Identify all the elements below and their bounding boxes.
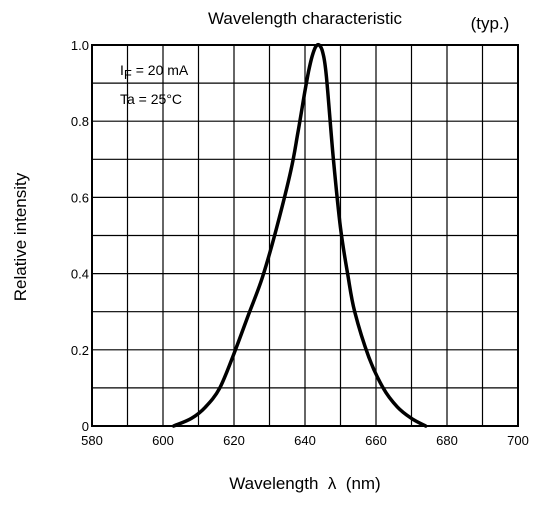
plot-frame <box>91 44 519 427</box>
chart-subtitle: (typ.) <box>471 14 510 33</box>
x-tick-label: 700 <box>507 433 529 448</box>
x-tick-label: 580 <box>81 433 103 448</box>
x-tick-label: 660 <box>365 433 387 448</box>
grid-lines <box>92 45 518 426</box>
y-tick-label: 0.6 <box>71 190 89 205</box>
x-tick-label: 680 <box>436 433 458 448</box>
y-tick-label: 0.2 <box>71 343 89 358</box>
if-value: = 20 mA <box>132 62 189 78</box>
intensity-curve <box>171 42 428 428</box>
tick-labels: 580 600 620 640 660 680 700 0 0.2 0.4 0.6 0.8 1.0 <box>71 38 529 448</box>
y-tick-label: 0.4 <box>71 267 89 282</box>
x-tick-label: 640 <box>294 433 316 448</box>
ambient-temperature-annotation: Ta = 25°C <box>120 91 182 107</box>
x-axis-label: Wavelength λ (nm) <box>229 474 380 493</box>
y-tick-label: 0.8 <box>71 114 89 129</box>
y-tick-label: 1.0 <box>71 38 89 53</box>
if-label: I <box>120 62 124 78</box>
forward-current-annotation: IF = 20 mA <box>120 62 189 82</box>
if-subscript: F <box>124 67 132 82</box>
y-tick-label: 0 <box>82 419 89 434</box>
chart-title: Wavelength characteristic <box>208 9 403 28</box>
x-tick-label: 600 <box>152 433 174 448</box>
x-tick-label: 620 <box>223 433 245 448</box>
y-axis-label: Relative intensity <box>11 172 30 301</box>
